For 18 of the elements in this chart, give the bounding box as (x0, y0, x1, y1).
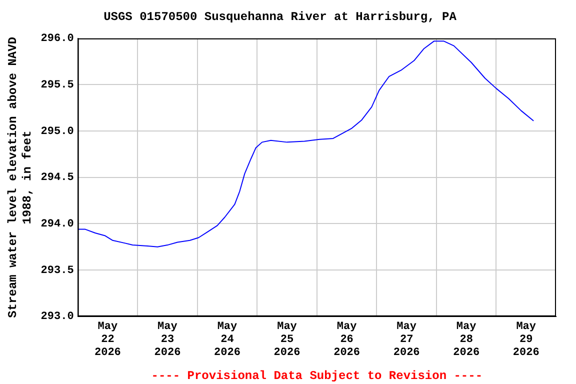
y-tick-label: 295.0 (40, 126, 74, 138)
x-tick-label: May 26 2026 (334, 320, 360, 360)
y-tick-label: 293.5 (40, 264, 74, 277)
y-tick-label: 295.5 (40, 80, 74, 92)
x-tick-label: May 22 2026 (94, 320, 121, 360)
chart-title: USGS 01570500 Susquehanna River at Harrisburg, PA (104, 10, 458, 24)
x-tick-label: May 23 2026 (154, 320, 181, 360)
y-tick-label: 293.0 (40, 311, 74, 324)
text: ---- Provisional Data Subject to Revision ---- (151, 369, 483, 384)
x-tick-label: May 24 2026 (214, 320, 240, 360)
y-tick-label: 294.0 (40, 218, 74, 230)
x-tick-label: May 27 2026 (393, 320, 420, 360)
y-tick-label: 294.5 (40, 172, 74, 184)
x-tick-label: May 25 2026 (274, 320, 300, 360)
y-tick-label: 296.0 (40, 33, 74, 46)
x-tick-label: May 29 2026 (512, 320, 540, 360)
x-tick-label: May 28 2026 (453, 320, 480, 360)
y-axis-title: Stream water level elevation above NAVD 1988, in feet (6, 36, 35, 318)
